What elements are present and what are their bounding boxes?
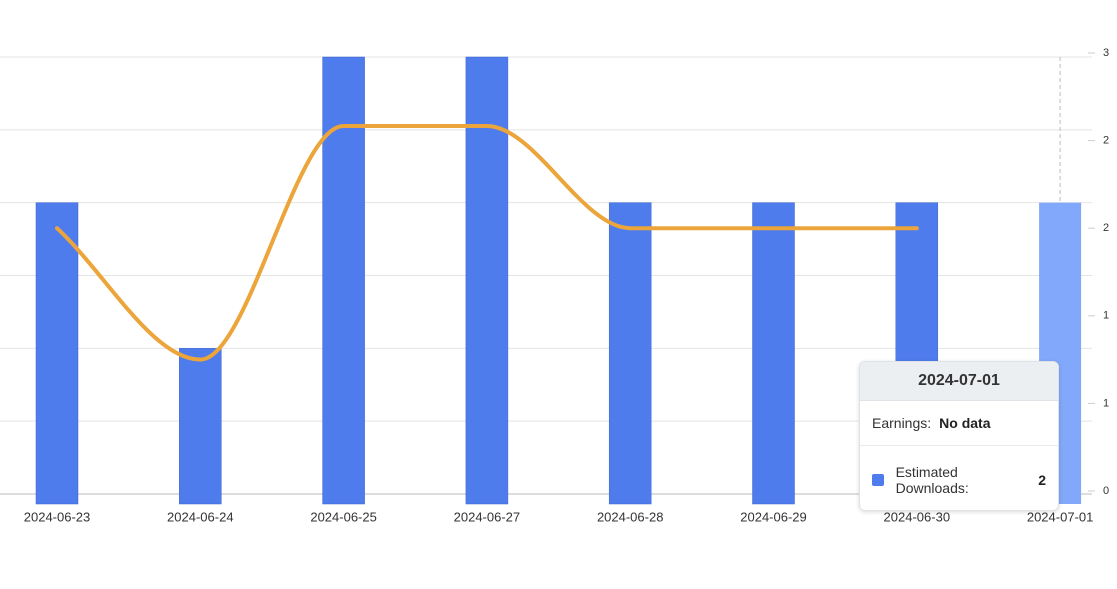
tooltip-swatch	[872, 474, 884, 486]
tooltip-value: 2	[1038, 472, 1046, 488]
tooltip-row: Earnings: No data	[860, 401, 1058, 445]
line	[55, 123, 919, 362]
bar	[179, 348, 222, 505]
y2-tick-label: 1	[1103, 310, 1109, 322]
x-tick-label: 2024-06-24	[167, 509, 234, 524]
bar	[752, 202, 795, 505]
x-tick-label: 2024-06-25	[310, 509, 377, 524]
bar	[35, 202, 79, 505]
x-tick-label: 2024-06-28	[597, 509, 664, 524]
y2-tick-label: 3	[1103, 47, 1109, 59]
x-tick-label: 2024-06-30	[884, 509, 951, 524]
y2-tick-label: 2	[1103, 222, 1109, 234]
bar	[608, 202, 652, 505]
x-tick-label: 2024-06-23	[24, 509, 91, 524]
tooltip-value: No data	[939, 415, 991, 431]
tooltip-title: 2024-07-01	[860, 362, 1058, 401]
x-tick-label: 2024-07-01	[1027, 509, 1094, 524]
tooltip-label: Estimated Downloads:	[895, 464, 969, 496]
y2-tick-label: 2	[1103, 135, 1109, 147]
x-tick-label: 2024-06-27	[454, 509, 521, 524]
tooltip-row: Estimated Downloads: 2	[860, 445, 1058, 510]
x-tick-label: 2024-06-29	[740, 509, 807, 524]
tooltip-label: Earnings:	[872, 415, 932, 431]
y2-tick-label: 1	[1103, 397, 1109, 409]
bar	[465, 56, 509, 505]
y2-tick-label: 0	[1103, 485, 1109, 497]
tooltip: 2024-07-01 Earnings: No data Estimated D…	[859, 361, 1059, 511]
